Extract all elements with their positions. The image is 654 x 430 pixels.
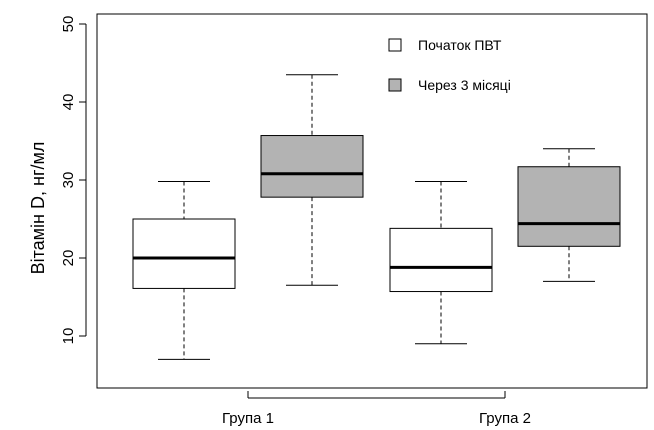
y-tick-label: 50 [60, 16, 77, 33]
x-tick-label: Група 1 [222, 410, 274, 427]
legend-label: Через 3 місяці [418, 77, 511, 93]
y-tick-label: 20 [60, 250, 77, 267]
x-tick-label: Група 2 [479, 410, 531, 427]
box-iqr [132, 218, 236, 289]
y-tick-label: 30 [60, 172, 77, 189]
y-axis-label: Вітамін D, нг/мл [28, 142, 48, 275]
y-tick-label: 40 [60, 94, 77, 111]
y-tick-label: 10 [60, 328, 77, 345]
box-iqr [260, 135, 364, 198]
legend-label: Початок ПВТ [418, 37, 502, 53]
plot-frame [96, 13, 648, 389]
legend-swatch [388, 78, 402, 92]
box-iqr [389, 227, 493, 293]
box-iqr [517, 166, 621, 247]
legend-swatch [388, 38, 402, 52]
